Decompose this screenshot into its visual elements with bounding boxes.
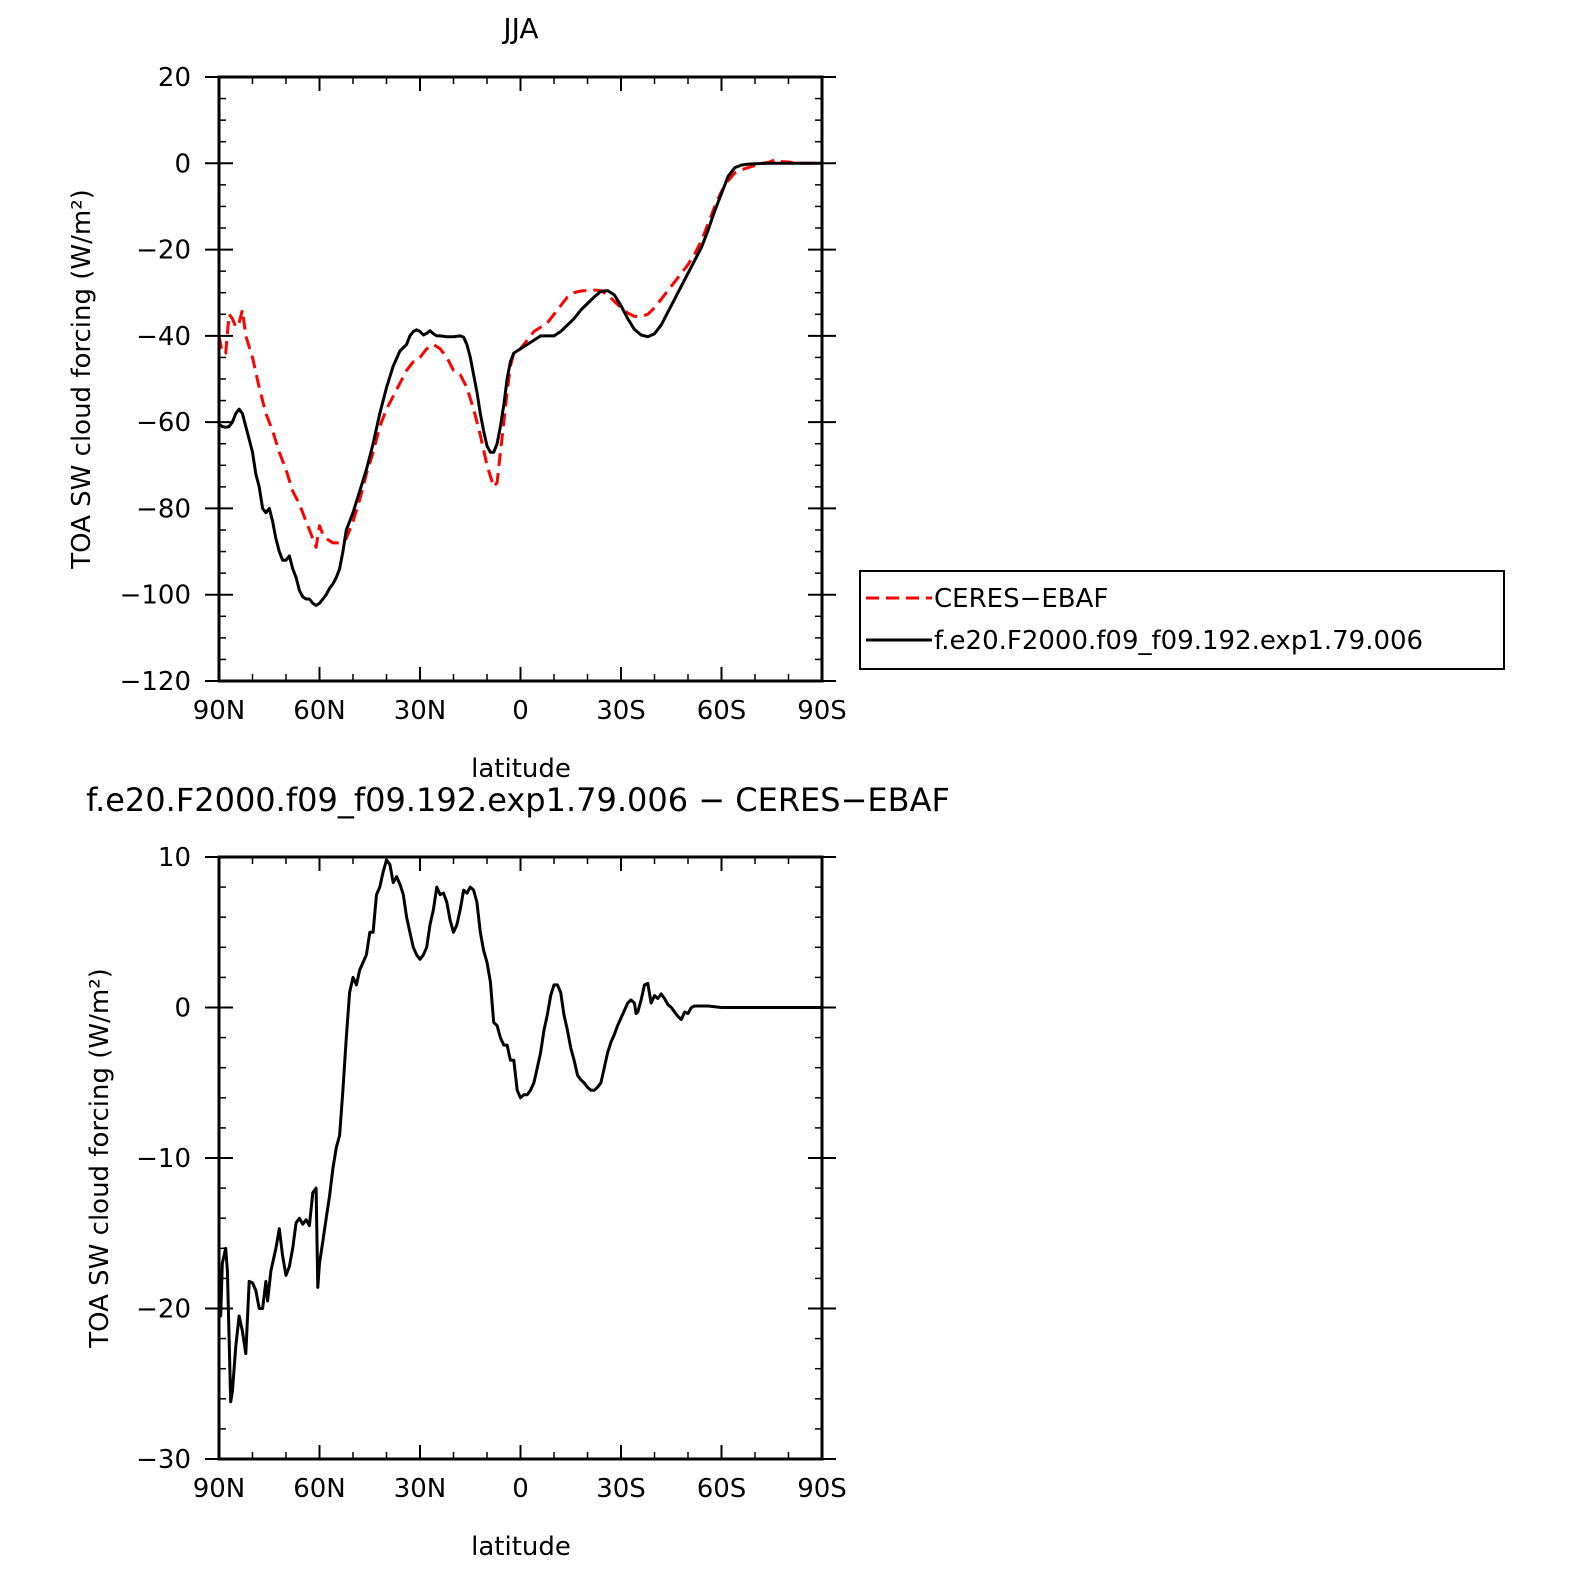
- y-tick-label: 0: [174, 149, 191, 179]
- y-tick-label: −10: [136, 1144, 191, 1174]
- series-line-model: [218, 161, 822, 607]
- y-tick-label: −80: [136, 494, 191, 524]
- top-panel-tick-labels: 90N 60N 30N 0 30S 60S 90S 20 0 −20 −40 −60 −80 −100 −1…: [120, 63, 847, 726]
- bottom-panel-title: f.e20.F2000.f09_f09.192.exp1.79.006 − CE…: [86, 781, 950, 819]
- top-panel: JJA 90N 60N 30N 0 30S 60S 90S 20 0 −20 −40 −60 −80 −1…: [67, 12, 847, 784]
- y-tick-label: 0: [174, 994, 191, 1024]
- top-panel-title: JJA: [501, 12, 538, 45]
- y-tick-label: −100: [120, 581, 191, 611]
- x-tick-label: 0: [512, 1474, 529, 1504]
- legend-frame: [859, 570, 1505, 670]
- y-tick-label: 10: [158, 843, 191, 873]
- x-tick-label: 30N: [394, 696, 447, 726]
- x-tick-label: 60S: [697, 1474, 747, 1504]
- x-tick-label: 0: [512, 696, 529, 726]
- top-panel-series: [217, 158, 822, 607]
- y-tick-label: −30: [136, 1445, 191, 1475]
- x-tick-label: 30N: [394, 1474, 447, 1504]
- y-tick-label: −20: [136, 236, 191, 266]
- legend: CERES−EBAF f.e20.F2000.f09_f09.192.exp1.…: [859, 570, 1505, 670]
- y-tick-label: −40: [136, 322, 191, 352]
- y-tick-label: −20: [136, 1295, 191, 1325]
- series-line-ceres-ebaf: [217, 158, 822, 549]
- x-tick-label: 90N: [193, 696, 246, 726]
- bottom-panel-y-axis-label: TOA SW cloud forcing (W/m²): [85, 968, 115, 1349]
- bottom-panel-series: [217, 858, 822, 1404]
- bottom-panel-ticks: [205, 856, 836, 1460]
- x-tick-label: 90N: [193, 1474, 246, 1504]
- top-panel-x-axis-label: latitude: [471, 754, 571, 784]
- bottom-panel: f.e20.F2000.f09_f09.192.exp1.79.006 − CE…: [85, 781, 950, 1562]
- bottom-panel-frame: [217, 855, 824, 1461]
- x-tick-label: 90S: [797, 1474, 847, 1504]
- y-tick-label: 20: [158, 63, 191, 93]
- series-line-difference: [217, 858, 822, 1404]
- legend-label-model: f.e20.F2000.f09_f09.192.exp1.79.006: [934, 626, 1423, 656]
- legend-label-ceres-ebaf: CERES−EBAF: [934, 584, 1108, 614]
- bottom-panel-tick-labels: 90N 60N 30N 0 30S 60S 90S 10 0 −10 −20 −30: [136, 843, 847, 1504]
- bottom-panel-x-axis-label: latitude: [471, 1532, 571, 1562]
- top-panel-y-axis-label: TOA SW cloud forcing (W/m²): [67, 189, 97, 570]
- x-tick-label: 60S: [697, 696, 747, 726]
- x-tick-label: 30S: [596, 696, 646, 726]
- y-tick-label: −120: [120, 667, 191, 697]
- top-panel-frame: [217, 75, 824, 683]
- x-tick-label: 60N: [293, 1474, 346, 1504]
- y-tick-label: −60: [136, 408, 191, 438]
- x-tick-label: 60N: [293, 696, 346, 726]
- x-tick-label: 90S: [797, 696, 847, 726]
- x-tick-label: 30S: [596, 1474, 646, 1504]
